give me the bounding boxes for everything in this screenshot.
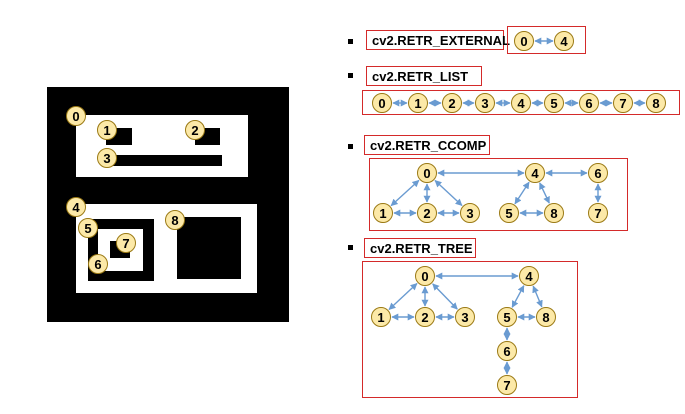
- ccomp-node-7: 7: [588, 203, 608, 223]
- ccomp-edge-0-3: [434, 179, 463, 207]
- mode-label-tree: cv2.RETR_TREE: [364, 238, 476, 258]
- ccomp-node-3: 3: [460, 203, 480, 223]
- list-node-6: 6: [579, 93, 599, 113]
- tree-node-1: 1: [371, 307, 391, 327]
- tree-node-2: 2: [415, 307, 435, 327]
- ccomp-node-4: 4: [525, 163, 545, 183]
- ccomp-edge-4-8: [539, 182, 550, 204]
- ccomp-node-1: 1: [373, 203, 393, 223]
- contour-shape-8: [177, 217, 241, 279]
- bullet-ccomp: [348, 144, 353, 149]
- image-label-6: 6: [88, 254, 108, 274]
- tree-node-4: 4: [519, 266, 539, 286]
- mode-label-list: cv2.RETR_LIST: [366, 66, 482, 86]
- image-label-5: 5: [78, 218, 98, 238]
- tree-node-5: 5: [497, 307, 517, 327]
- mode-label-ccomp: cv2.RETR_CCOMP: [364, 135, 490, 155]
- image-label-4: 4: [66, 197, 86, 217]
- tree-node-7: 7: [497, 375, 517, 395]
- tree-node-6: 6: [497, 341, 517, 361]
- bullet-list: [348, 73, 353, 78]
- image-label-3: 3: [97, 148, 117, 168]
- tree-node-8: 8: [536, 307, 556, 327]
- list-node-0: 0: [372, 93, 392, 113]
- external-node-0: 0: [514, 31, 534, 51]
- ccomp-node-6: 6: [588, 163, 608, 183]
- tree-edge-4-5: [511, 285, 525, 308]
- tree-node-3: 3: [455, 307, 475, 327]
- tree-node-0: 0: [415, 266, 435, 286]
- ccomp-node-0: 0: [417, 163, 437, 183]
- list-node-1: 1: [408, 93, 428, 113]
- image-label-1: 1: [97, 120, 117, 140]
- ccomp-node-8: 8: [544, 203, 564, 223]
- mode-label-external: cv2.RETR_EXTERNAL: [366, 30, 510, 50]
- list-node-7: 7: [613, 93, 633, 113]
- list-node-2: 2: [442, 93, 462, 113]
- image-label-8: 8: [165, 210, 185, 230]
- mode-box-external: [507, 26, 586, 54]
- tree-edge-4-8: [532, 285, 543, 308]
- image-label-2: 2: [185, 120, 205, 140]
- image-label-7: 7: [116, 233, 136, 253]
- tree-edge-0-3: [432, 283, 458, 310]
- tree-edge-0-1: [388, 282, 418, 311]
- list-node-5: 5: [544, 93, 564, 113]
- bullet-tree: [348, 245, 353, 250]
- ccomp-edge-4-5: [514, 181, 530, 205]
- ccomp-edge-0-1: [390, 179, 420, 207]
- list-node-3: 3: [475, 93, 495, 113]
- contour-shape-3: [106, 155, 222, 166]
- image-label-0: 0: [66, 106, 86, 126]
- list-node-4: 4: [511, 93, 531, 113]
- mode-box-list: [362, 90, 680, 115]
- ccomp-node-2: 2: [417, 203, 437, 223]
- ccomp-node-5: 5: [499, 203, 519, 223]
- list-node-8: 8: [646, 93, 666, 113]
- mode-box-tree: [362, 261, 578, 398]
- external-node-4: 4: [554, 31, 574, 51]
- mode-box-ccomp: [369, 158, 628, 231]
- bullet-external: [348, 39, 353, 44]
